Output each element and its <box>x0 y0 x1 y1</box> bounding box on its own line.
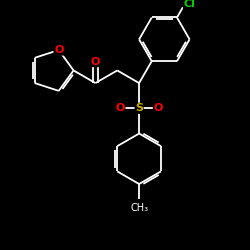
Text: O: O <box>116 103 125 113</box>
Text: O: O <box>91 56 100 66</box>
Text: Cl: Cl <box>184 0 195 10</box>
Text: CH₃: CH₃ <box>130 203 148 213</box>
Text: O: O <box>54 45 64 55</box>
Text: O: O <box>153 103 163 113</box>
Text: S: S <box>135 103 143 113</box>
